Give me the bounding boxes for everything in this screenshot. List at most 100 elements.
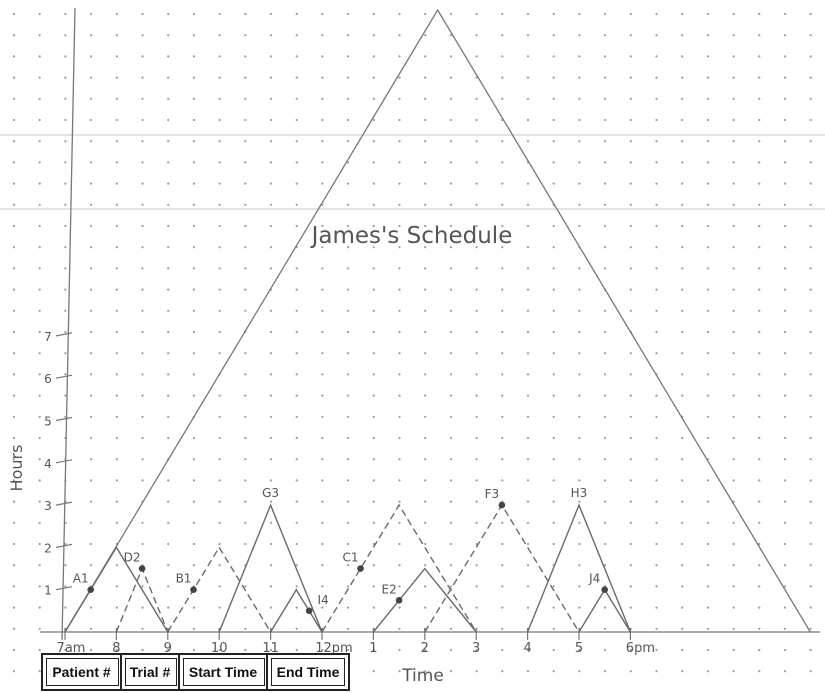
grid-dot [347,416,349,418]
grid-dot [578,585,580,587]
grid-dot [90,352,92,354]
grid-dot [604,458,606,460]
grid-dot [784,479,786,481]
grid-dot [373,479,375,481]
grid-dot [219,458,221,460]
grid-dot [270,395,272,397]
grid-dot [141,352,143,354]
grid-dot [476,267,478,269]
grid-dot [39,649,41,651]
grid-dot [296,373,298,375]
grid-dot [398,34,400,36]
grid-dot [141,267,143,269]
grid-dot [244,267,246,269]
grid-dot [167,543,169,545]
grid-dot [270,204,272,206]
grid-dot [758,183,760,185]
grid-dot [655,479,657,481]
y-tick-label: 4 [44,457,52,471]
grid-dot [578,501,580,503]
grid-dot [578,479,580,481]
grid-dot [655,267,657,269]
grid-dot [604,246,606,248]
grid-dot [733,395,735,397]
y-tick-label: 3 [44,499,52,513]
grid-dot [681,77,683,79]
grid-dot [501,585,503,587]
marker-j4 [601,586,608,593]
grid-dot [244,352,246,354]
grid-dot [578,140,580,142]
grid-dot [424,331,426,333]
grid-dot [527,183,529,185]
grid-dot [450,543,452,545]
grid-dot [39,607,41,609]
grid-dot [321,331,323,333]
grid-dot [373,34,375,36]
grid-dot [630,373,632,375]
grid-dot [681,543,683,545]
grid-dot [758,352,760,354]
grid-dot [630,225,632,227]
grid-dot [219,310,221,312]
grid-dot [630,416,632,418]
grid-dot [578,267,580,269]
grid-dot [707,161,709,163]
grid-dot [296,183,298,185]
grid-dot [39,55,41,57]
grid-dot [193,119,195,121]
grid-dot [321,352,323,354]
grid-dot [707,395,709,397]
triangle-d2 [116,569,167,632]
grid-dot [476,373,478,375]
grid-dot [707,416,709,418]
grid-dot [707,564,709,566]
grid-dot [398,55,400,57]
grid-dot [373,458,375,460]
grid-dot [553,183,555,185]
grid-dot [604,416,606,418]
grid-dot [167,522,169,524]
grid-dot [527,607,529,609]
grid-dot [553,628,555,630]
grid-dot [219,352,221,354]
grid-dot [219,564,221,566]
grid-dot [398,628,400,630]
marker-c1 [357,565,364,572]
grid-dot [373,183,375,185]
grid-dot [733,437,735,439]
grid-dot [476,183,478,185]
grid-dot [501,161,503,163]
grid-dot [39,246,41,248]
grid-dot [758,585,760,587]
grid-dot [527,501,529,503]
grid-dot [810,649,812,651]
grid-dot [398,543,400,545]
grid-dot [219,331,221,333]
grid-dot [244,289,246,291]
grid-dot [219,543,221,545]
grid-dot [398,437,400,439]
grid-dot [193,543,195,545]
grid-dot [527,204,529,206]
grid-dot [193,437,195,439]
grid-dot [501,649,503,651]
grid-dot [219,55,221,57]
grid-dot [347,373,349,375]
grid-dot [116,225,118,227]
grid-dot [553,55,555,57]
grid-dot [707,670,709,672]
grid-dot [681,585,683,587]
grid-dot [347,331,349,333]
grid-dot [141,183,143,185]
x-tick-label: 3 [472,641,480,656]
grid-dot [270,437,272,439]
grid-dot [681,310,683,312]
grid-dot [39,543,41,545]
grid-dot [501,543,503,545]
grid-dot [13,585,15,587]
grid-dot [244,416,246,418]
grid-dot [450,98,452,100]
grid-dot [784,225,786,227]
grid-dot [167,13,169,15]
